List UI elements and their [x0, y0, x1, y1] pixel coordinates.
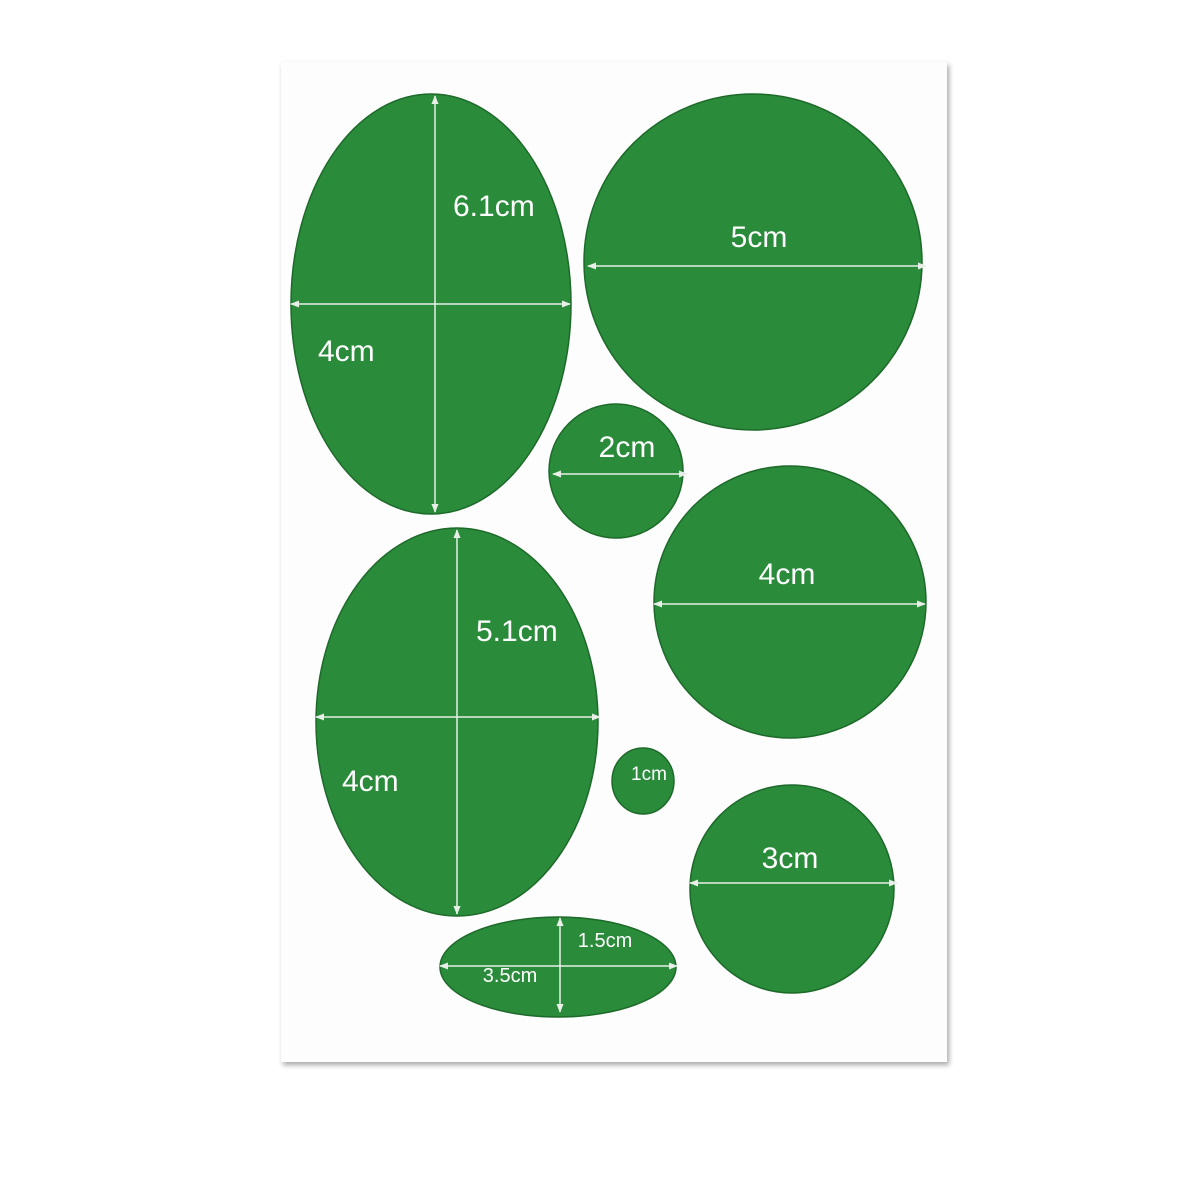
flat-oval-patch	[439, 916, 677, 1018]
large-oval-height-label: 6.1cm	[453, 190, 535, 223]
flat-oval-height-label: 1.5cm	[578, 930, 632, 952]
tiny-circle-label: 1cm	[631, 764, 667, 785]
small-circle-patch	[548, 403, 684, 539]
tiny-circle-patch	[611, 747, 675, 815]
small-medium-circle-label: 3cm	[762, 842, 819, 875]
small-circle-label: 2cm	[599, 431, 656, 464]
large-circle-patch	[583, 93, 923, 431]
large-oval-width-label: 4cm	[318, 335, 375, 368]
flat-oval-width-label: 3.5cm	[483, 965, 537, 987]
medium-oval-height-label: 5.1cm	[476, 615, 558, 648]
medium-circle-label: 4cm	[759, 558, 816, 591]
medium-circle-patch	[653, 465, 927, 739]
medium-oval-width-label: 4cm	[342, 765, 399, 798]
small-medium-circle-patch	[689, 784, 895, 994]
large-circle-label: 5cm	[731, 221, 788, 254]
